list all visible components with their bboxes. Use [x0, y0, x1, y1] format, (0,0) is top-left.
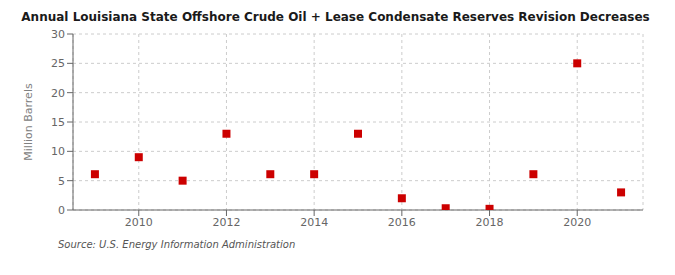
svg-text:2020: 2020	[563, 216, 591, 229]
svg-text:2014: 2014	[300, 216, 328, 229]
html-text:Annual Louisiana State Offshor: Annual Louisiana State Offshore Crude Oi…	[21, 10, 650, 24]
svg-text:10: 10	[51, 145, 65, 158]
svg-text:Million Barrels: Million Barrels	[22, 83, 35, 161]
svg-text:2016: 2016	[388, 216, 416, 229]
svg-text:5: 5	[58, 175, 65, 188]
html-text:Source: U.S. Energy Informatio: Source: U.S. Energy Information Administ…	[58, 239, 296, 250]
svg-text:2012: 2012	[212, 216, 240, 229]
svg-text:15: 15	[51, 116, 65, 129]
svg-text:2010: 2010	[125, 216, 153, 229]
svg-text:0: 0	[58, 204, 65, 217]
svg-text:20: 20	[51, 87, 65, 100]
svg-text:25: 25	[51, 57, 65, 70]
svg-text:30: 30	[51, 28, 65, 41]
svg-text:2018: 2018	[476, 216, 504, 229]
